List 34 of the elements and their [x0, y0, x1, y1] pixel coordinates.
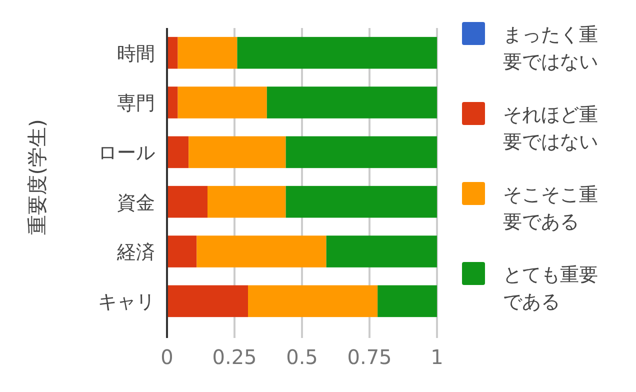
- legend-label: まったく重要ではない: [503, 24, 598, 73]
- y-tick-label: 経済: [116, 242, 155, 264]
- y-tick-label: 時間: [117, 42, 155, 65]
- y-tick-label: 専門: [117, 92, 155, 114]
- y-tick-label: ロール: [98, 142, 155, 164]
- y-tick-label: キャリ: [98, 291, 155, 314]
- bar: [178, 86, 267, 118]
- bar: [196, 236, 326, 268]
- bar: [167, 86, 178, 118]
- bar: [326, 236, 437, 268]
- bar: [266, 86, 437, 118]
- bar: [208, 186, 286, 218]
- bar: [178, 36, 238, 69]
- legend-label: それほど重要ではない: [503, 104, 598, 153]
- legend-label: とても重要である: [503, 264, 598, 313]
- bar: [167, 186, 208, 218]
- bar: [167, 236, 197, 268]
- bar: [286, 136, 437, 168]
- y-axis-title: 重要度(学生): [25, 119, 49, 235]
- bar: [248, 285, 378, 318]
- x-tick-label: 0.75: [347, 345, 392, 369]
- bar: [167, 36, 178, 69]
- bar: [167, 136, 189, 168]
- bar: [188, 136, 286, 168]
- x-tick-label: 0: [160, 345, 174, 369]
- bar: [167, 285, 248, 318]
- x-tick-label: 0.5: [286, 345, 318, 369]
- bar: [237, 36, 437, 69]
- bar: [286, 186, 437, 218]
- y-tick-label: 資金: [117, 192, 155, 214]
- bar: [378, 285, 437, 318]
- x-tick-label: 1: [430, 345, 444, 369]
- x-tick-label: 0.25: [212, 345, 257, 369]
- legend-label: そこそこ重要である: [503, 184, 598, 233]
